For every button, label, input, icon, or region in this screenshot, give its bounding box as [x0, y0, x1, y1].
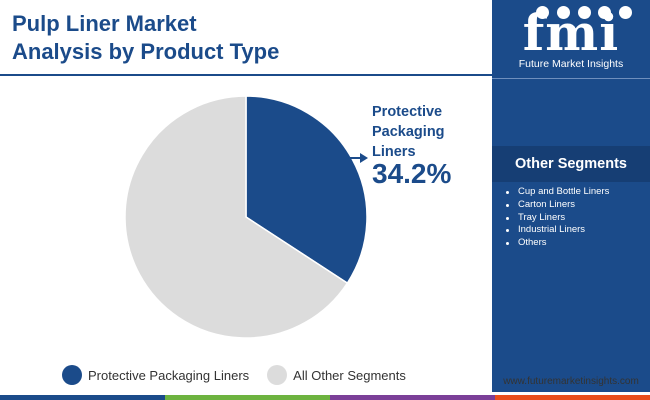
legend-label-other: All Other Segments	[293, 367, 406, 383]
flask-icon	[598, 6, 612, 19]
logo-company-name: Future Market Insights	[518, 58, 624, 70]
legend-swatch-protective	[62, 365, 82, 385]
pie-chart	[124, 95, 368, 339]
globe-icon	[536, 6, 549, 19]
chart-title: Pulp Liner Market Analysis by Product Ty…	[12, 10, 482, 66]
pie-slice-all-other-segments	[124, 95, 349, 339]
logo-icons	[536, 6, 632, 20]
callout-value: 34.2%	[372, 158, 452, 189]
sidebar: fmi Future Market Insights Other Segment…	[492, 0, 650, 392]
other-segments-title: Other Segments	[492, 146, 650, 182]
legend-swatch-other	[267, 365, 288, 385]
legend-item-other: All Other Segments	[267, 365, 406, 385]
callout-label-line-3: Liners	[372, 144, 416, 160]
bottom-bar-segment	[495, 395, 650, 400]
fmi-logo: fmi Future Market Insights	[492, 0, 650, 78]
title-line-1: Pulp Liner Market	[12, 11, 197, 36]
bottom-bar-segment	[0, 395, 165, 400]
other-segments-list: Cup and Bottle Liners Carton Liners Tray…	[506, 186, 609, 250]
segment-item: Cup and Bottle Liners	[506, 186, 609, 199]
logo-wordmark: fmi	[522, 3, 620, 62]
bottom-bar-segment	[165, 395, 330, 400]
legend-item-protective: Protective Packaging Liners	[62, 365, 249, 385]
website-link[interactable]: www.futuremarketinsights.com	[503, 376, 639, 387]
segment-item: Tray Liners	[506, 212, 609, 225]
callout-arrow	[346, 153, 368, 163]
segment-item: Industrial Liners	[506, 224, 609, 237]
title-divider	[0, 74, 492, 76]
bottom-color-bar	[0, 395, 650, 400]
callout-label: Protective Packaging Liners	[372, 102, 482, 162]
segment-item: Carton Liners	[506, 199, 609, 212]
person-icon	[577, 6, 591, 19]
sidebar-divider	[492, 78, 650, 79]
pie-slices	[124, 95, 368, 339]
car-icon	[619, 6, 632, 19]
title-line-2: Analysis by Product Type	[12, 39, 280, 64]
bottom-bar-segment	[330, 395, 495, 400]
legend-label-protective: Protective Packaging Liners	[88, 367, 250, 383]
segment-item: Others	[506, 237, 609, 250]
leaf-icon	[556, 6, 570, 19]
callout-label-line-1: Protective	[372, 104, 443, 120]
chart-legend: Protective Packaging Liners All Other Se…	[62, 364, 424, 386]
callout-label-line-2: Packaging	[372, 124, 445, 140]
